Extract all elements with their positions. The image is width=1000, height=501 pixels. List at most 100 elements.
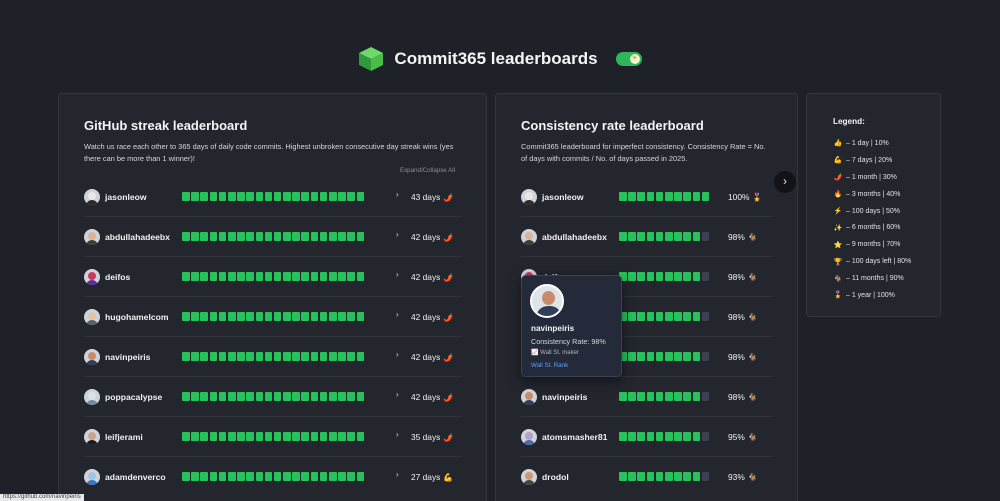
expand-chevron-icon[interactable]: › — [396, 390, 399, 399]
progress-square — [200, 352, 208, 361]
username-link[interactable]: abdullahadeebx — [542, 231, 607, 242]
expand-collapse-all-button[interactable]: Expand/Collapse All — [399, 167, 455, 174]
username-link[interactable]: navinpeiris — [542, 391, 588, 402]
progress-square — [209, 232, 218, 241]
avatar[interactable] — [84, 308, 100, 325]
progress-square — [237, 272, 245, 281]
progress-square — [655, 312, 664, 321]
leaderboard-row[interactable]: jasonleow › 43 days 🌶️ — [84, 177, 462, 217]
progress-square — [319, 312, 328, 321]
username-link[interactable]: adamdenverco — [105, 472, 166, 482]
progress-square — [701, 192, 710, 201]
wall-st-rank-link[interactable]: Wall St. Rank — [531, 362, 569, 369]
expand-chevron-icon[interactable]: › — [396, 270, 399, 279]
leaderboard-row[interactable]: abdullahadeebx › 42 days 🌶️ — [84, 217, 462, 257]
expand-chevron-icon[interactable]: › — [396, 350, 399, 359]
leaderboard-row[interactable]: jasonleow 100% 🎖️ — [521, 177, 773, 217]
leaderboard-row[interactable]: atomsmasher81 95% 🐐 — [521, 417, 773, 457]
avatar[interactable] — [84, 469, 100, 485]
next-board-button[interactable]: › — [774, 171, 796, 193]
username-link[interactable]: poppacalypse — [105, 391, 163, 402]
avatar[interactable] — [84, 268, 100, 285]
score-value: 42 days 🌶️ — [411, 312, 454, 322]
progress-square — [655, 352, 664, 361]
commit-progress-bar — [182, 352, 365, 361]
avatar[interactable] — [521, 428, 537, 445]
leaderboard-row[interactable]: adamdenverco › 27 days 💪 — [84, 457, 462, 497]
progress-square — [637, 352, 645, 361]
score-value: 98% 🐐 — [728, 312, 758, 322]
avatar[interactable] — [521, 188, 537, 205]
progress-square — [637, 192, 645, 201]
avatar[interactable] — [521, 388, 537, 405]
leaderboard-row[interactable]: navinpeiris 98% 🐐 — [521, 377, 773, 417]
progress-square — [356, 272, 365, 281]
progress-square — [347, 432, 355, 441]
progress-square — [227, 432, 236, 441]
progress-square — [246, 272, 254, 281]
progress-square — [200, 192, 208, 201]
username-link[interactable]: atomsmasher81 — [542, 431, 608, 442]
commit-progress-bar — [182, 272, 365, 281]
progress-square — [347, 472, 355, 481]
username-link[interactable]: drodol — [542, 472, 569, 482]
leaderboard-row[interactable]: deifos › 42 days 🌶️ — [84, 257, 462, 297]
username-link[interactable]: leifjerami — [105, 431, 143, 442]
score-value: 95% 🐐 — [728, 432, 758, 442]
leaderboard-row[interactable]: poppacalypse › 42 days 🌶️ — [84, 377, 462, 417]
progress-square — [356, 352, 365, 361]
legend-item: 🏆 – 100 days left | 80% — [833, 253, 912, 270]
leaderboard-row[interactable]: navinpeiris › 42 days 🌶️ — [84, 337, 462, 377]
avatar[interactable] — [84, 188, 100, 205]
username-link[interactable]: hugohamelcom — [105, 311, 169, 322]
leaderboard-row[interactable]: leifjerami › 35 days 🌶️ — [84, 417, 462, 457]
expand-chevron-icon[interactable]: › — [396, 430, 399, 439]
progress-square — [283, 312, 291, 321]
leaderboard-row[interactable]: drodol 93% 🐐 — [521, 457, 773, 497]
avatar[interactable] — [84, 388, 100, 405]
progress-square — [310, 312, 319, 321]
consistency-rows: jasonleow100%🎖️abdullahadeebx98%🐐deifos9… — [521, 177, 773, 497]
legend-item: 🔥 – 3 months | 40% — [833, 186, 911, 203]
commit-progress-bar — [182, 192, 365, 201]
avatar[interactable] — [84, 228, 100, 245]
progress-square — [674, 392, 682, 401]
progress-square — [319, 232, 328, 241]
badge-icon: 🌶️ — [443, 433, 454, 442]
progress-square — [692, 352, 701, 361]
theme-toggle[interactable]: ☀ — [615, 52, 642, 66]
popover-username[interactable]: navinpeiris — [531, 324, 575, 333]
progress-square — [255, 192, 264, 201]
score-value: 100% 🎖️ — [728, 192, 763, 202]
avatar[interactable] — [84, 348, 100, 365]
leaderboard-row[interactable]: hugohamelcom › 42 days 🌶️ — [84, 297, 462, 337]
avatar[interactable] — [521, 228, 537, 245]
username-link[interactable]: jasonleow — [105, 191, 147, 202]
progress-square — [273, 352, 282, 361]
progress-square — [664, 192, 673, 201]
expand-chevron-icon[interactable]: › — [396, 470, 399, 479]
username-link[interactable]: deifos — [105, 271, 131, 282]
progress-square — [292, 472, 300, 481]
legend-item: ✨ – 6 months | 60% — [833, 219, 911, 236]
username-link[interactable]: abdullahadeebx — [105, 231, 170, 242]
badge-icon: 🌶️ — [443, 393, 454, 402]
progress-square — [674, 272, 682, 281]
leaderboard-row[interactable]: abdullahadeebx 98% 🐐 — [521, 217, 773, 257]
progress-square — [319, 392, 328, 401]
username-link[interactable]: navinpeiris — [105, 351, 151, 362]
expand-chevron-icon[interactable]: › — [396, 310, 399, 319]
avatar[interactable] — [84, 428, 100, 445]
progress-square — [301, 232, 310, 241]
progress-square — [628, 432, 636, 441]
progress-square — [347, 392, 355, 401]
avatar[interactable] — [521, 469, 537, 485]
username-link[interactable]: jasonleow — [542, 191, 584, 202]
commit-progress-bar — [619, 272, 710, 281]
progress-square — [664, 432, 673, 441]
progress-square — [338, 232, 346, 241]
progress-square — [264, 272, 273, 281]
expand-chevron-icon[interactable]: › — [396, 230, 399, 239]
expand-chevron-icon[interactable]: › — [396, 190, 399, 199]
commit-progress-bar — [182, 392, 365, 401]
